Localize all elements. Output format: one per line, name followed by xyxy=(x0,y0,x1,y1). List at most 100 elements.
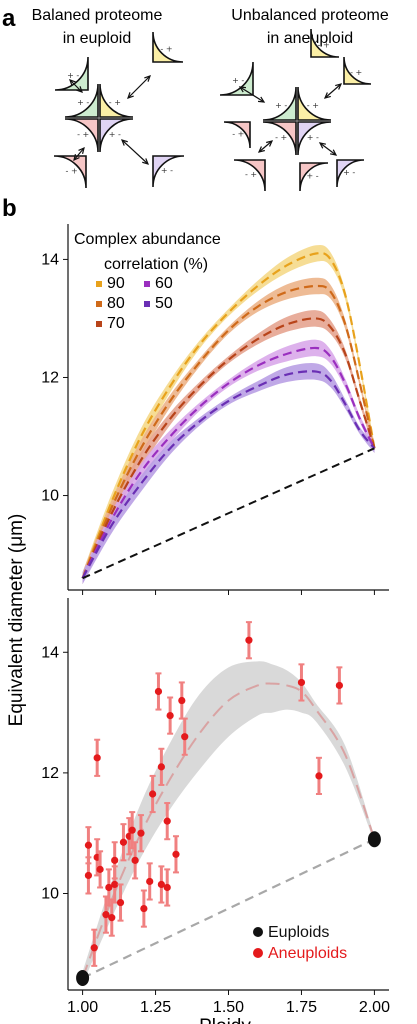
aneuploid-point-17 xyxy=(140,904,148,913)
legend-swatch-60 xyxy=(144,281,150,287)
aneuploid-arrow-yellow-head-0 xyxy=(323,92,331,99)
panel-a-right-title-line1: Unbalanced proteome xyxy=(231,7,389,24)
aneuploid-free-yellow-subunit-1 xyxy=(310,28,340,58)
legend-label-80: 80 xyxy=(107,295,125,312)
panel-a-left-title-line2: in euploid xyxy=(63,30,132,47)
bottom-chart-xtick-label-0: 1.00 xyxy=(67,999,98,1016)
aneuploid-point-0 xyxy=(84,841,93,849)
scatter-legend-label-0: Euploids xyxy=(268,924,329,941)
aneuploid-point-12 xyxy=(119,838,128,846)
aneuploid-point-2 xyxy=(90,944,98,952)
euploid-free-yellow-subunit xyxy=(152,31,184,63)
euploid-arrow-yellow-head-0 xyxy=(127,92,134,99)
aneuploid-complex-green-quadrant xyxy=(262,86,297,121)
bottom-chart-ytick-label-2: 14 xyxy=(41,644,59,661)
euploid-free-green-subunit xyxy=(54,56,89,91)
aneuploid-point-20 xyxy=(154,687,163,696)
aneuploid-arrow-green xyxy=(239,86,265,103)
legend-label-60: 60 xyxy=(155,275,173,292)
series-line-60 xyxy=(81,346,376,579)
aneuploid-arrow-red xyxy=(258,140,273,153)
aneuploid-point-22 xyxy=(157,880,165,889)
panel-a-right-title-line2: in aneuploid xyxy=(267,30,353,47)
aneuploid-point-1 xyxy=(84,871,93,880)
euploid-arrow-purple-head-0 xyxy=(142,158,150,165)
legend-swatch-80 xyxy=(96,301,102,307)
scatter-legend-marker-1 xyxy=(253,948,263,958)
aneuploid-point-8 xyxy=(108,914,116,922)
panel-a-left-title-line1: Balaned proteome xyxy=(32,7,163,24)
aneuploid-point-9 xyxy=(111,856,119,864)
aneuploid-arrow-purple-head-0 xyxy=(329,149,338,156)
panel-b-letter: b xyxy=(2,195,17,222)
scatter-legend-label-1: Aneuploids xyxy=(268,945,347,962)
proteome-diagram: + - - + - + + - + - - + - + + - + - - + - + + - + - -… xyxy=(53,28,372,192)
euploid-complex-purple-quadrant-sign: + - xyxy=(109,130,121,139)
aneuploid-point-32 xyxy=(335,681,343,690)
bottom-chart-ytick-label-1: 12 xyxy=(41,765,59,782)
aneuploid-point-6 xyxy=(102,911,110,919)
y-axis-label: Equivalent diameter (μm) xyxy=(6,514,27,727)
series-band-90 xyxy=(82,244,375,585)
aneuploid-free-red-subunit-3-sign: + - xyxy=(307,172,319,181)
aneuploid-point-10 xyxy=(111,880,119,889)
aneuploid-point-23 xyxy=(163,883,171,892)
legend-title-line1: Complex abundance xyxy=(74,231,221,248)
scatter-legend-marker-0 xyxy=(253,927,263,937)
euploid-free-red-subunit xyxy=(53,155,87,189)
aneuploid-point-16 xyxy=(137,829,145,837)
euploid-arrow-green-head-1 xyxy=(69,79,76,86)
aneuploid-free-yellow-subunit-1-sign: - + xyxy=(318,40,330,49)
panel-a-letter: a xyxy=(2,5,16,32)
aneuploid-complex-red-quadrant xyxy=(262,121,297,156)
aneuploid-arrow-green-head-1 xyxy=(238,86,247,93)
aneuploid-point-18 xyxy=(146,877,154,886)
euploid-arrow-purple xyxy=(121,139,149,165)
aneuploid-free-red-subunit-1-sign: - + xyxy=(232,130,244,139)
aneuploid-arrow-purple xyxy=(319,142,337,156)
aneuploid-complex-yellow-quadrant xyxy=(297,86,332,121)
aneuploid-free-purple-subunit xyxy=(336,159,365,188)
fit-line xyxy=(81,682,376,979)
legend-title-line2: correlation (%) xyxy=(104,256,208,273)
legend-label-70: 70 xyxy=(107,315,125,332)
euploid-complex-green-quadrant xyxy=(64,83,99,118)
legend-label-90: 90 xyxy=(107,275,125,292)
aneuploid-free-yellow-subunit-2 xyxy=(343,56,372,85)
aneuploid-arrow-red-head-1 xyxy=(257,146,265,153)
aneuploid-complex-red-quadrant-sign: - + xyxy=(275,133,287,142)
euploid-complex-green-quadrant-sign: + - xyxy=(77,98,89,107)
euploid-complex-purple-quadrant xyxy=(99,118,134,153)
aneuploid-arrow-purple-head-1 xyxy=(318,142,327,149)
aneuploid-point-7 xyxy=(105,883,113,892)
euploid-point-0 xyxy=(76,969,90,986)
aneuploid-free-green-subunit xyxy=(219,61,254,96)
euploid-arrow-yellow xyxy=(127,75,151,99)
aneuploid-point-21 xyxy=(157,763,165,771)
euploid-complex-red-quadrant-sign: - + xyxy=(77,130,89,139)
aneuploid-arrow-red-head-0 xyxy=(266,140,274,147)
euploid-arrow-green-head-0 xyxy=(76,86,83,93)
aneuploid-point-30 xyxy=(297,678,306,687)
bottom-chart-ytick-label-0: 10 xyxy=(41,886,59,903)
top-chart-ytick-label-0: 10 xyxy=(41,488,59,505)
aneuploid-free-red-subunit-2 xyxy=(233,159,266,192)
aneuploid-point-28 xyxy=(181,733,189,741)
euploid-arrow-red-head-0 xyxy=(78,146,85,154)
aneuploid-free-red-subunit-1 xyxy=(223,121,251,149)
euploid-free-green-subunit-sign: + - xyxy=(67,71,79,80)
series-line-50 xyxy=(81,370,376,579)
aneuploid-point-5 xyxy=(96,865,104,873)
simulation-line-chart: 10 12 14 Complex abundance correlation (%) 90… xyxy=(41,224,389,595)
legend-swatch-70 xyxy=(96,321,102,327)
euploid-arrow-green xyxy=(69,79,83,93)
aneuploid-complex-yellow-quadrant-sign: - + xyxy=(307,101,319,110)
legend-swatch-50 xyxy=(144,301,150,307)
aneuploid-arrow-yellow xyxy=(324,83,342,99)
euploid-free-purple-subunit xyxy=(152,155,185,188)
euploid-arrow-red-head-1 xyxy=(73,154,80,162)
aneuploid-point-31 xyxy=(315,772,323,780)
aneuploid-complex-purple-quadrant-sign: + - xyxy=(307,133,319,142)
aneuploid-point-26 xyxy=(172,850,180,858)
top-chart-ytick-label-2: 14 xyxy=(41,251,59,268)
